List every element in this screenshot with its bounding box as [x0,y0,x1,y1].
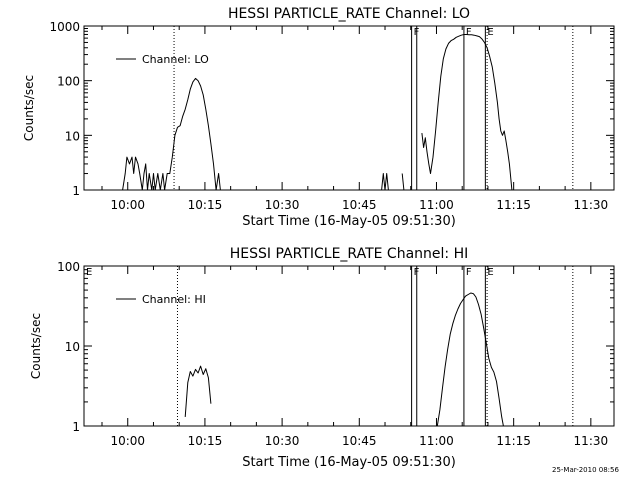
y-axis-label: Counts/sec [22,75,36,141]
y-tick-label: 10 [65,129,80,143]
x-tick-label: 10:30 [265,434,300,448]
chart-panel-1: HESSI PARTICLE_RATE Channel: LO Counts/se… [22,6,615,229]
y-axis-label: Counts/sec [29,313,43,379]
legend-label: Channel: LO [142,53,209,66]
x-tick-label: 11:30 [574,198,609,212]
series-line-channel-lo [401,173,405,191]
y-tick-label: 1 [72,184,80,198]
plot-frame [83,25,615,191]
plot-timestamp: 25-Mar-2010 08:56 [552,466,619,474]
chart-panel-2: HESSI PARTICLE_RATE Channel: HI Counts/se… [29,246,615,470]
x-axis-label: Start Time (16-May-05 09:51:30) [242,214,456,229]
x-tick-label: 10:15 [188,198,223,212]
x-tick-label: 11:00 [419,434,454,448]
series-line-channel-lo [421,34,513,191]
x-tick-label: 10:45 [342,198,377,212]
time-marker-label: E [487,27,493,38]
y-tick-label: 1 [72,420,80,434]
x-axis-label: Start Time (16-May-05 09:51:30) [242,455,456,470]
series-line-channel-lo [381,173,389,191]
time-marker-label: E [487,267,493,278]
time-marker-label: F [466,267,472,278]
plot-frame [83,265,615,427]
x-tick-label: 11:15 [496,198,531,212]
x-tick-label: 10:00 [110,198,145,212]
x-tick-label: 11:30 [574,434,609,448]
x-tick-label: 10:45 [342,434,377,448]
series-line-channel-hi [436,292,504,427]
x-tick-label: 10:30 [265,198,300,212]
x-tick-label: 11:15 [496,434,531,448]
y-tick-label: 100 [57,75,80,89]
x-tick-label: 10:00 [110,434,145,448]
x-tick-label: 11:00 [419,198,454,212]
chart-title: HESSI PARTICLE_RATE Channel: HI [230,246,468,262]
y-tick-label: 10 [65,340,80,354]
time-marker-label: F [466,27,472,38]
series-line-channel-hi [184,365,212,417]
y-tick-label: 1000 [49,20,80,34]
legend-label: Channel: HI [142,293,206,306]
y-tick-label: 100 [57,260,80,274]
series-line-channel-lo [122,77,221,191]
time-marker-label: E [86,267,92,278]
chart-title: HESSI PARTICLE_RATE Channel: LO [228,6,470,22]
x-tick-label: 10:15 [188,434,223,448]
